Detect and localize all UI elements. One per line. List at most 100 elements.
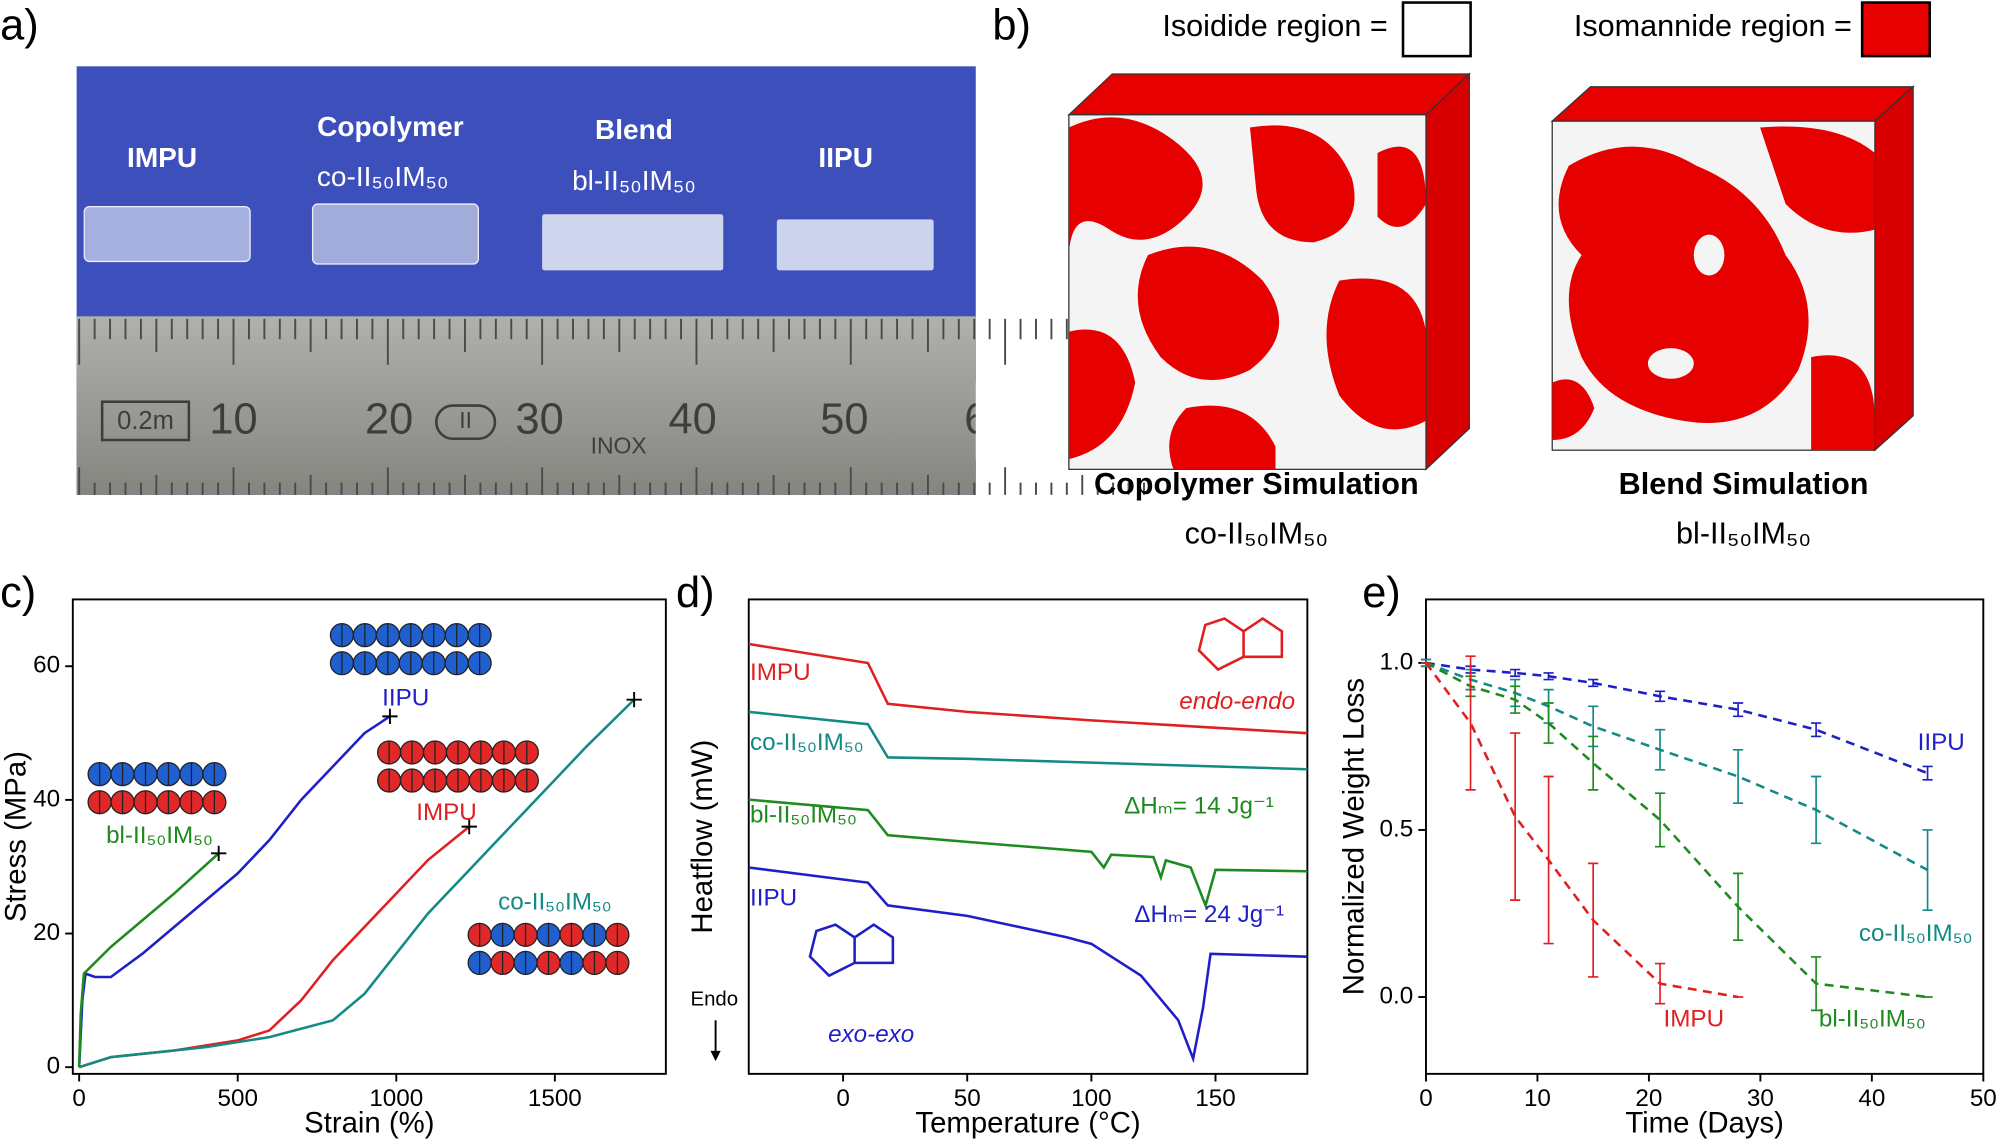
series-label: IMPU <box>1664 1006 1725 1033</box>
series-label: co-II₅₀IM₅₀ <box>750 729 864 756</box>
series-line <box>77 715 391 1068</box>
isoidide-hole <box>1693 234 1725 276</box>
sample-label: IMPU <box>127 142 197 173</box>
photo-crop <box>975 382 1002 460</box>
cube-top <box>1550 86 1915 122</box>
legend-label: Isomannide region = <box>1574 9 1852 43</box>
ruler <box>76 316 976 495</box>
simulation-title: Blend Simulation <box>1619 467 1869 501</box>
annotation: ΔHₘ= 14 Jg⁻¹ <box>1124 793 1274 820</box>
error-bar <box>1588 862 1599 978</box>
x-axis-label: Time (Days) <box>1625 1107 1784 1140</box>
legend-swatch <box>1860 1 1932 58</box>
simulation-cube <box>1550 85 1915 452</box>
y-tick-label: 0.5 <box>1380 815 1414 842</box>
sample-label: Blend <box>595 114 673 145</box>
x-tick-label: 20 <box>1635 1085 1662 1112</box>
sample-film <box>311 203 480 265</box>
ruler-box <box>100 400 191 442</box>
y-axis-label: Normalized Weight Loss <box>1338 678 1371 995</box>
simulation-subtitle: co-II₅₀IM₅₀ <box>1185 517 1329 551</box>
ruler-label: 50 <box>820 396 868 444</box>
sample-label: bl-II₅₀IM₅₀ <box>572 165 696 196</box>
simulation-cube <box>1067 72 1471 471</box>
error-bar <box>1811 956 1822 1012</box>
error-bar <box>1543 672 1554 681</box>
isoidide-hole <box>1647 348 1694 379</box>
error-bar <box>1654 962 1666 1005</box>
error-bar <box>1543 775 1554 945</box>
x-tick-label: 1500 <box>528 1085 582 1112</box>
series-line <box>78 698 636 1069</box>
series-label: bl-II₅₀IM₅₀ <box>750 802 857 829</box>
error-bar <box>1654 690 1666 703</box>
x-tick-label: 100 <box>1071 1085 1111 1112</box>
y-tick-label: 0.0 <box>1380 982 1414 1009</box>
sample-label: IIPU <box>818 142 873 173</box>
plot-frame <box>747 598 1309 1075</box>
error-bar <box>1588 678 1599 688</box>
sample-film <box>83 205 251 263</box>
error-bar <box>1465 655 1476 791</box>
sample-label: co-II₅₀IM₅₀ <box>317 161 449 192</box>
y-tick-label: 40 <box>33 785 60 812</box>
error-bar <box>1654 792 1666 848</box>
isomannide-domains <box>1068 117 1426 470</box>
series-label: IIPU <box>382 684 429 711</box>
y-tick-label: 20 <box>33 919 60 946</box>
error-bar <box>1654 728 1666 771</box>
y-tick-label: 0 <box>47 1053 60 1080</box>
annotation: Endo <box>691 988 739 1010</box>
end-marker <box>211 845 227 861</box>
ruler-box <box>435 404 497 440</box>
error-bar <box>1922 829 1933 911</box>
error-bar <box>1588 735 1599 791</box>
cube-top <box>1067 73 1471 116</box>
error-bar <box>1732 702 1744 718</box>
x-tick-label: 0 <box>836 1085 849 1112</box>
simulation-subtitle: bl-II₅₀IM₅₀ <box>1676 517 1811 551</box>
x-tick-label: 50 <box>954 1085 981 1112</box>
plot-frame <box>1425 598 1985 1075</box>
cube-side <box>1874 85 1914 452</box>
error-bar <box>1510 685 1521 714</box>
sample-film <box>542 214 724 271</box>
legend-label: Isoidide region = <box>1162 9 1387 43</box>
simulation-title: Copolymer Simulation <box>1094 467 1419 501</box>
series-label: co-II₅₀IM₅₀ <box>1859 920 1973 947</box>
series-line <box>748 710 1308 771</box>
sample-photo: IMPU Copolymer co-II₅₀IM₅₀ Blend bl-II₅₀… <box>76 66 1145 495</box>
sample-label: Copolymer <box>317 111 464 142</box>
series-line <box>748 798 1308 910</box>
panel-label: b) <box>992 2 1031 50</box>
y-tick-label: 60 <box>33 652 60 679</box>
series-line <box>748 866 1308 1064</box>
series-label: co-II₅₀IM₅₀ <box>498 888 612 915</box>
panel-label: a) <box>0 2 39 50</box>
cube-side <box>1425 72 1470 471</box>
annotation: endo-endo <box>1179 688 1295 715</box>
series-line <box>77 852 220 1068</box>
series-label: bl-II₅₀IM₅₀ <box>1819 1006 1926 1033</box>
x-tick-label: 30 <box>1747 1085 1774 1112</box>
ruler-label: 0.2m <box>117 407 174 435</box>
error-bar <box>1811 775 1822 845</box>
error-bar <box>1732 872 1744 942</box>
panel-label: d) <box>676 569 715 617</box>
series-label: IIPU <box>750 885 797 912</box>
error-bar <box>1510 668 1521 678</box>
ruler-label: 10 <box>209 396 257 444</box>
end-marker <box>382 708 398 725</box>
isomannide-domains <box>1552 126 1875 451</box>
ruler-label: II <box>459 407 472 433</box>
y-axis-label: Stress (MPa) <box>0 751 33 922</box>
error-bar <box>1543 702 1554 744</box>
error-bar <box>1510 732 1521 901</box>
x-tick-label: 500 <box>218 1085 258 1112</box>
ruler-label: 20 <box>365 396 413 444</box>
y-tick-label: 1.0 <box>1380 648 1414 675</box>
sample-film <box>776 219 934 271</box>
end-marker <box>626 692 642 708</box>
x-tick-label: 10 <box>1524 1085 1551 1112</box>
